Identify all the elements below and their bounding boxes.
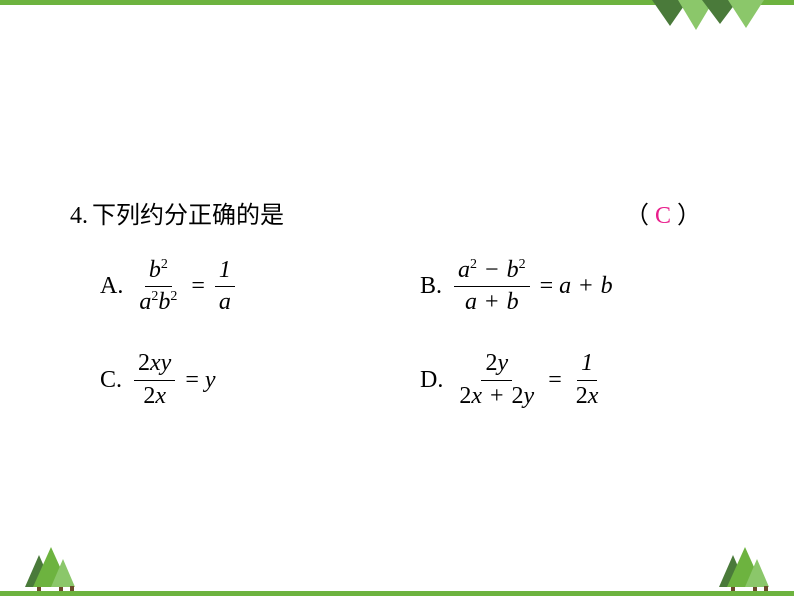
option-d-num2: 1 — [577, 348, 597, 380]
option-c-den1: 2x — [139, 381, 170, 412]
option-c-label: C. — [100, 367, 122, 394]
option-c: C. 2xy 2x = y — [100, 348, 420, 411]
question-line: 4. 下列约分正确的是 （C） — [70, 195, 720, 230]
option-b: B. a2 − b2 a + b = a + b — [420, 255, 613, 318]
trees-left — [25, 547, 75, 592]
eq-sign: = — [548, 367, 562, 394]
answer-paren: （C） — [625, 195, 701, 230]
option-a: A. b2 a2b2 = 1 a — [100, 255, 420, 318]
question-number: 4. — [70, 203, 88, 230]
option-row-1: A. b2 a2b2 = 1 a B. a2 − b2 a + b = a + — [100, 255, 720, 318]
option-a-den1: a2b2 — [135, 287, 181, 318]
option-b-rhs: a + b — [559, 273, 613, 300]
options-container: A. b2 a2b2 = 1 a B. a2 − b2 a + b = a + — [100, 255, 720, 412]
option-b-den1: a + b — [461, 287, 523, 318]
option-b-num1: a2 − b2 — [454, 255, 530, 287]
option-b-label: B. — [420, 273, 442, 300]
paren-right: ） — [677, 203, 701, 229]
trees-right — [719, 547, 769, 592]
option-a-num1: b2 — [145, 255, 172, 287]
option-c-num1: 2xy — [134, 348, 175, 380]
top-decoration — [652, 0, 764, 30]
option-d-label: D. — [420, 367, 443, 394]
option-d-frac2: 1 2x — [572, 348, 603, 411]
option-d-den2: 2x — [572, 381, 603, 412]
option-d-den1: 2x + 2y — [455, 381, 538, 412]
option-a-den2: a — [215, 287, 235, 318]
eq-sign: = — [540, 273, 554, 300]
option-b-frac1: a2 − b2 a + b — [454, 255, 530, 318]
paren-left: （ — [625, 203, 649, 229]
bottom-border — [0, 591, 794, 596]
option-d-frac1: 2y 2x + 2y — [455, 348, 538, 411]
option-c-frac1: 2xy 2x — [134, 348, 175, 411]
option-row-2: C. 2xy 2x = y D. 2y 2x + 2y = 1 2x — [100, 348, 720, 411]
answer-letter: C — [649, 203, 677, 229]
tree-icon — [51, 559, 75, 587]
option-a-label: A. — [100, 273, 123, 300]
option-a-frac2: 1 a — [215, 255, 235, 318]
option-d-num1: 2y — [481, 348, 512, 380]
eq-sign: = — [185, 367, 199, 394]
question-container: 4. 下列约分正确的是 （C） A. b2 a2b2 = 1 a B. — [70, 195, 720, 442]
option-a-num2: 1 — [215, 255, 235, 287]
triangle-deco — [728, 0, 764, 28]
tree-icon — [745, 559, 769, 587]
option-a-frac1: b2 a2b2 — [135, 255, 181, 318]
eq-sign: = — [191, 273, 205, 300]
option-c-rhs: y — [205, 367, 216, 394]
option-d: D. 2y 2x + 2y = 1 2x — [420, 348, 606, 411]
